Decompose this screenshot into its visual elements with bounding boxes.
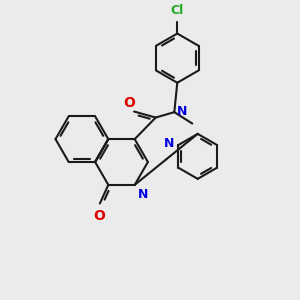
Text: Cl: Cl <box>171 4 184 17</box>
Text: O: O <box>123 96 135 110</box>
Text: N: N <box>164 137 175 150</box>
Text: N: N <box>177 105 187 118</box>
Text: N: N <box>138 188 149 202</box>
Text: O: O <box>93 209 105 223</box>
